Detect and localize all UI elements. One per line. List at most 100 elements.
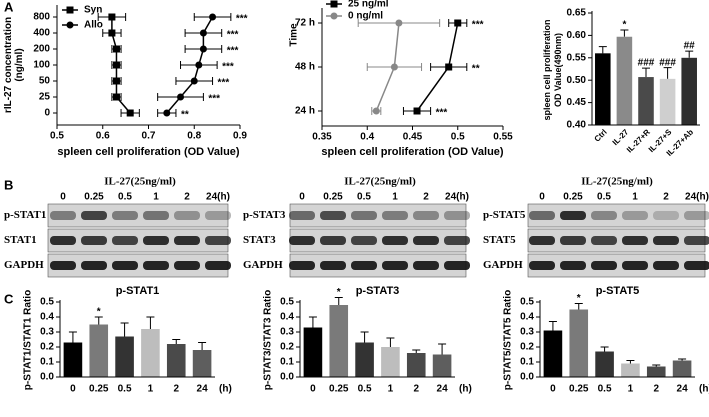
blot-band bbox=[50, 236, 76, 245]
point bbox=[112, 61, 120, 69]
y-tick-label: 0.1 bbox=[520, 357, 534, 368]
y-tick-label: 0.0 bbox=[520, 372, 534, 383]
y-axis-label: p-STAT3/STAT3 Ratio bbox=[263, 290, 274, 390]
x-tick-label: 0 bbox=[70, 384, 76, 395]
bar bbox=[595, 351, 614, 377]
error-bar bbox=[598, 46, 607, 54]
annotation: *** bbox=[472, 20, 484, 31]
annotation: ## bbox=[684, 41, 696, 52]
annotation: *** bbox=[227, 30, 239, 41]
x-tick-label: 0.5 bbox=[358, 384, 372, 395]
annotation: * bbox=[97, 307, 101, 318]
blot-band bbox=[653, 211, 679, 220]
bar bbox=[303, 327, 323, 377]
point bbox=[390, 63, 398, 71]
y-axis-label: spleen cell proliferation bbox=[542, 19, 552, 120]
annotation: *** bbox=[208, 94, 220, 105]
x-unit: (h) bbox=[219, 384, 232, 395]
error-bar bbox=[642, 67, 650, 78]
lane-label: 0.5 bbox=[357, 192, 371, 203]
point bbox=[126, 109, 134, 117]
legend-label: Allo bbox=[84, 20, 103, 31]
blot-band bbox=[143, 236, 169, 245]
point bbox=[395, 19, 403, 27]
blot-band bbox=[351, 211, 377, 220]
y-axis-label: (ng/ml) bbox=[14, 48, 25, 81]
annotation: ### bbox=[659, 57, 676, 68]
y-axis-label: rIL-27 concentration bbox=[3, 17, 14, 113]
point bbox=[445, 63, 453, 71]
point bbox=[413, 107, 421, 115]
x-tick-label: 0.45 bbox=[403, 132, 423, 143]
error-bar bbox=[146, 316, 155, 329]
blot-band bbox=[622, 211, 648, 220]
annotation: * bbox=[622, 20, 626, 31]
blot-treatment: IL-27(25ng/ml) bbox=[344, 176, 416, 188]
y-tick-label: 50 bbox=[39, 76, 51, 87]
blot-band bbox=[50, 261, 76, 270]
error-bar bbox=[68, 331, 77, 343]
blot-band bbox=[289, 261, 315, 270]
blot-row-label: GAPDH bbox=[243, 259, 283, 271]
blot-row-label: STAT3 bbox=[243, 234, 276, 246]
y-tick-label: 0.4 bbox=[520, 312, 534, 323]
annotation: *** bbox=[218, 78, 230, 89]
blot-band bbox=[289, 211, 315, 220]
blot-band bbox=[444, 211, 470, 220]
legend-label: 25 ng/ml bbox=[348, 0, 389, 10]
blot-band bbox=[413, 261, 439, 270]
bar bbox=[616, 36, 633, 125]
panel-label: B bbox=[4, 177, 13, 192]
blot-band bbox=[591, 236, 617, 245]
blot-row-label: p-STAT5 bbox=[483, 209, 526, 221]
point bbox=[372, 107, 380, 115]
blot-band bbox=[112, 236, 138, 245]
x-tick-label: 0.8 bbox=[187, 131, 201, 142]
bar bbox=[63, 342, 83, 377]
annotation: *** bbox=[236, 14, 248, 25]
y-tick-label: 0.60 bbox=[567, 30, 587, 41]
point bbox=[177, 93, 185, 101]
blot-strip bbox=[289, 253, 467, 278]
x-tick-label: Ctrl bbox=[593, 128, 609, 144]
blot-band bbox=[81, 211, 107, 220]
lane-label: 0.25 bbox=[84, 192, 104, 203]
blot-band bbox=[205, 261, 231, 270]
annotation: *** bbox=[222, 62, 234, 73]
blot-band bbox=[320, 211, 346, 220]
blot-band bbox=[143, 261, 169, 270]
y-tick-label: 0.3 bbox=[280, 327, 294, 338]
error-bar bbox=[548, 321, 557, 331]
legend-label: Syn bbox=[84, 5, 102, 16]
x-tick-label: 1 bbox=[388, 384, 394, 395]
blot-band bbox=[320, 261, 346, 270]
annotation: *** bbox=[436, 108, 448, 119]
x-tick-label: 0 bbox=[310, 384, 316, 395]
blot-band bbox=[174, 211, 200, 220]
error-bar bbox=[120, 322, 129, 337]
bar bbox=[432, 354, 452, 377]
blot-band bbox=[382, 236, 408, 245]
point bbox=[199, 45, 207, 53]
legend-marker bbox=[66, 21, 74, 29]
lane-label: 2 bbox=[184, 192, 190, 203]
blot-row-label: GAPDH bbox=[4, 259, 44, 271]
blot-band bbox=[591, 261, 617, 270]
lane-label: 0.25 bbox=[323, 192, 343, 203]
blot-band bbox=[413, 236, 439, 245]
x-tick-label: 2 bbox=[653, 384, 659, 395]
blot-band bbox=[622, 261, 648, 270]
lane-label: 0 bbox=[539, 192, 545, 203]
blot-band bbox=[112, 261, 138, 270]
error-bar bbox=[172, 339, 181, 344]
blot-treatment: IL-27(25ng/ml) bbox=[581, 176, 653, 188]
y-axis-label: Time bbox=[289, 23, 300, 47]
axis bbox=[59, 300, 215, 378]
y-tick-label: 0.0 bbox=[280, 372, 294, 383]
panel-label: A bbox=[4, 0, 14, 14]
blot-treatment: IL-27(25ng/ml) bbox=[104, 176, 176, 188]
error-bar bbox=[412, 349, 421, 353]
annotation: ### bbox=[638, 58, 655, 69]
y-axis-label: p-STAT5/STAT5 Ratio bbox=[503, 290, 514, 390]
y-axis-label: p-STAT1/STAT1 Ratio bbox=[23, 290, 34, 390]
